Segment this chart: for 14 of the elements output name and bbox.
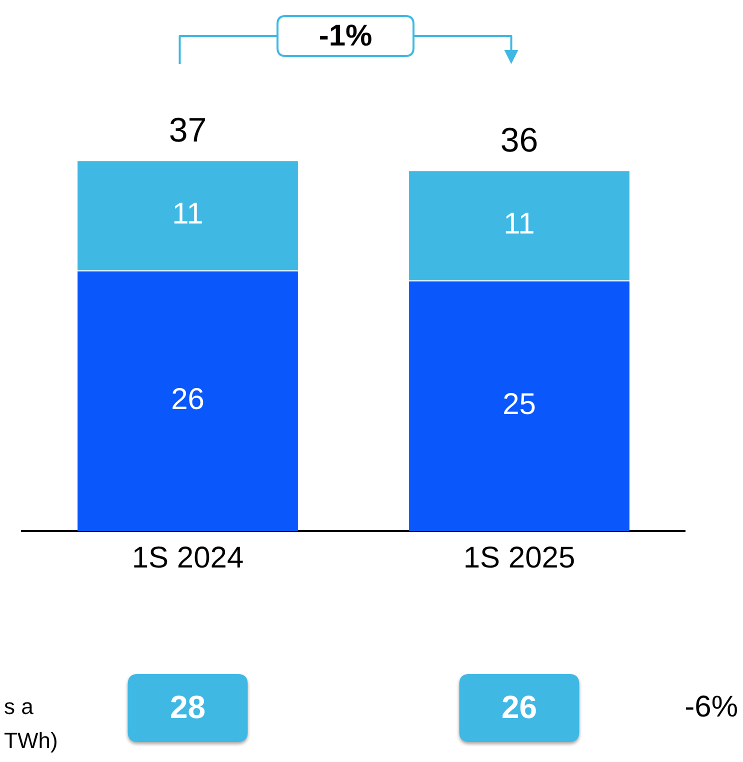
text: -1% bbox=[318, 19, 372, 52]
data-label: 25 bbox=[502, 388, 536, 421]
total-label: 36 bbox=[500, 121, 538, 160]
text: -6% bbox=[684, 690, 738, 724]
text: TWh) bbox=[4, 728, 58, 754]
x-tick-label: 1S 2025 bbox=[463, 541, 576, 574]
total-label: 37 bbox=[168, 111, 207, 150]
text: 26 bbox=[501, 688, 538, 725]
data-label: 11 bbox=[172, 197, 204, 230]
text: 28 bbox=[170, 688, 206, 725]
data-label: 11 bbox=[504, 208, 535, 241]
x-tick-label: 1S 2024 bbox=[132, 541, 244, 574]
text: s a bbox=[4, 694, 34, 720]
data-label: 26 bbox=[171, 382, 204, 416]
